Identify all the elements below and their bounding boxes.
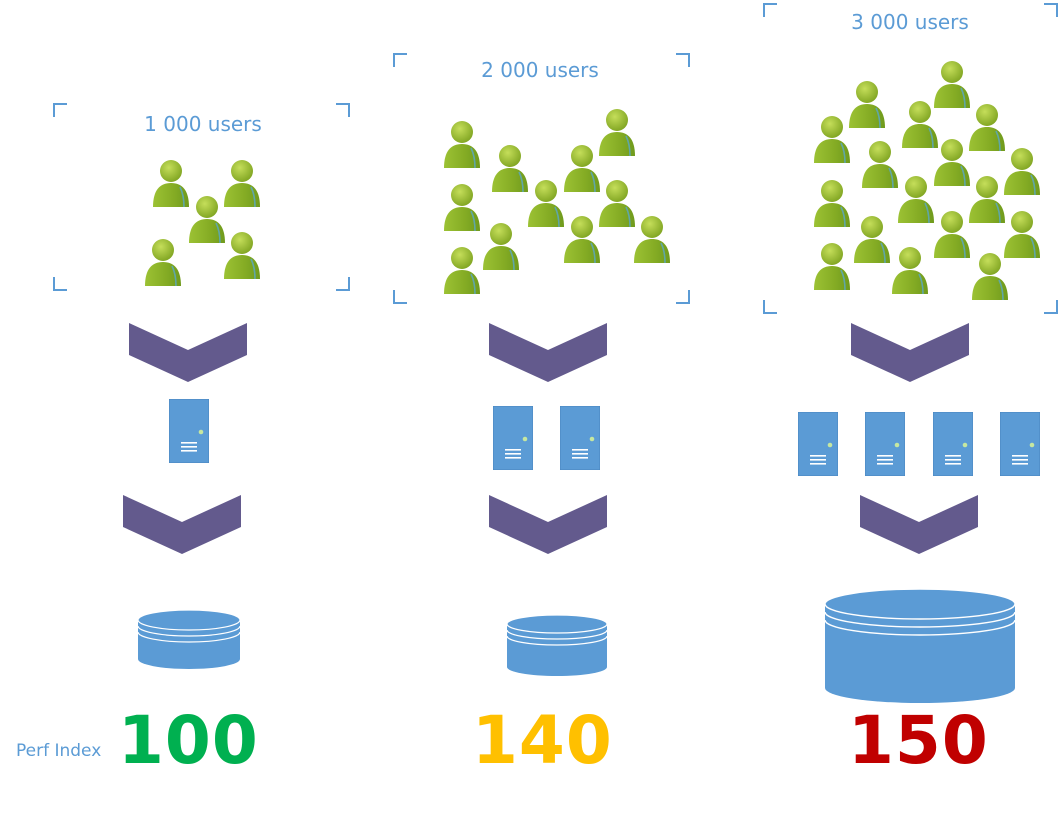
server-icon (865, 412, 905, 476)
user-icon (891, 246, 929, 294)
chevron-down-icon (129, 323, 247, 382)
user-icon (633, 215, 671, 263)
user-icon (152, 159, 190, 207)
database-icon (824, 588, 1016, 703)
user-icon (971, 252, 1009, 300)
database-icon (506, 614, 608, 676)
user-icon (901, 100, 939, 148)
chevron-down-icon (489, 323, 607, 382)
server-icon (1000, 412, 1040, 476)
user-icon (188, 195, 226, 243)
perf-index-label: Perf Index (16, 741, 102, 761)
user-icon (853, 215, 891, 263)
perf-score-1: 100 (118, 702, 259, 779)
user-icon (968, 175, 1006, 223)
user-icon (1003, 210, 1041, 258)
user-icon (933, 60, 971, 108)
users-caption-3: 3 000 users (851, 10, 969, 34)
user-icon (491, 144, 529, 192)
user-icon (443, 246, 481, 294)
user-icon (482, 222, 520, 270)
user-icon (897, 175, 935, 223)
user-icon (443, 183, 481, 231)
user-icon (563, 144, 601, 192)
chevron-down-icon (860, 495, 978, 554)
user-icon (563, 215, 601, 263)
server-icon (933, 412, 973, 476)
server-icon (169, 399, 209, 463)
user-icon (1003, 147, 1041, 195)
user-icon (223, 231, 261, 279)
user-icon (861, 140, 899, 188)
server-icon (798, 412, 838, 476)
chevron-down-icon (123, 495, 241, 554)
user-icon (813, 115, 851, 163)
user-icon (848, 80, 886, 128)
user-icon (443, 120, 481, 168)
user-icon (813, 242, 851, 290)
user-icon (813, 179, 851, 227)
users-caption-2: 2 000 users (481, 58, 599, 82)
user-icon (527, 179, 565, 227)
user-icon (144, 238, 182, 286)
user-icon (933, 210, 971, 258)
user-icon (223, 159, 261, 207)
users-caption-1: 1 000 users (144, 112, 262, 136)
chevron-down-icon (489, 495, 607, 554)
user-icon (598, 108, 636, 156)
perf-score-3: 150 (848, 702, 989, 779)
user-icon (598, 179, 636, 227)
chevron-down-icon (851, 323, 969, 382)
perf-score-2: 140 (472, 702, 613, 779)
database-icon (137, 609, 241, 669)
server-icon (493, 406, 533, 470)
user-icon (968, 103, 1006, 151)
user-icon (933, 138, 971, 186)
server-icon (560, 406, 600, 470)
